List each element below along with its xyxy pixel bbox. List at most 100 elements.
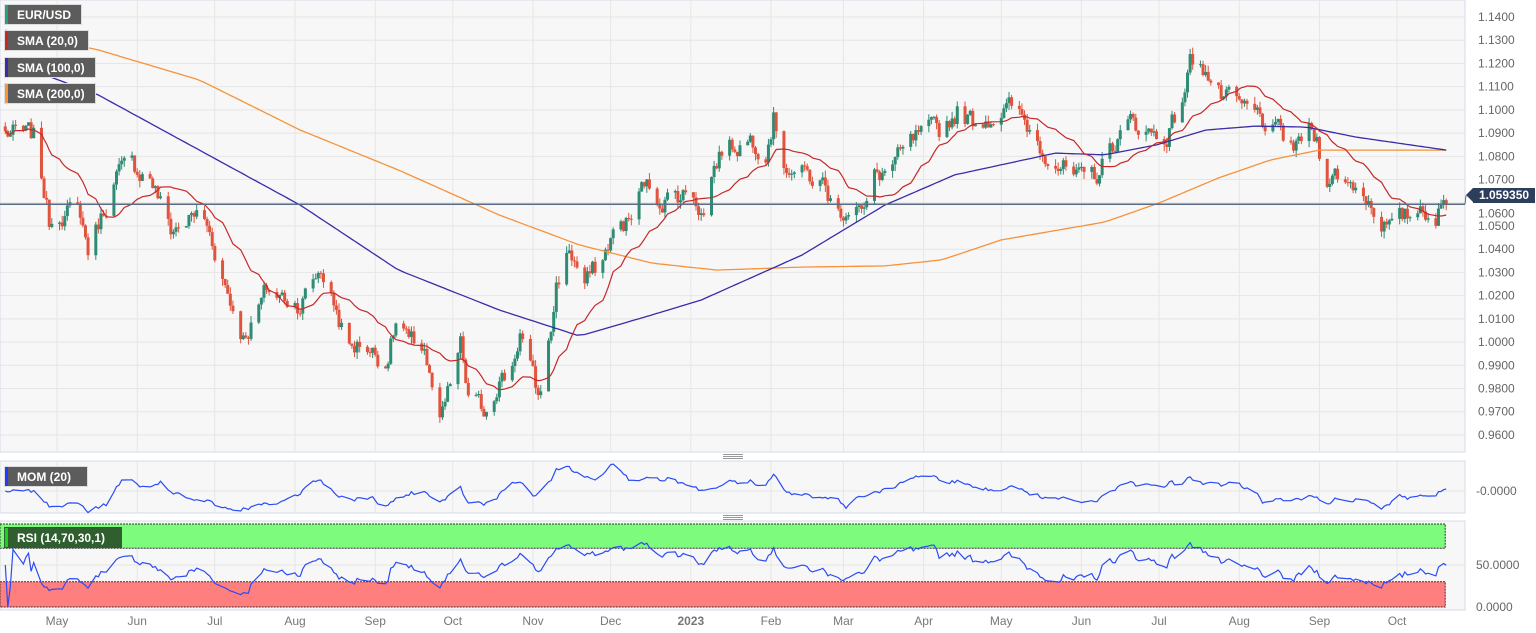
candle-body	[133, 155, 137, 172]
candle-body	[39, 127, 43, 179]
y-tick-label: 1.1100	[1478, 80, 1514, 94]
legend-sma100[interactable]: SMA (100,0)	[4, 57, 96, 78]
candle-body	[953, 118, 957, 124]
candle-body	[790, 173, 794, 175]
candle-body	[311, 279, 315, 289]
candle-body	[552, 311, 556, 332]
y-tick-label: 1.0500	[1478, 219, 1515, 233]
candle-body	[329, 282, 333, 293]
y-tick-label: 1.0600	[1478, 206, 1515, 220]
y-tick-label: 1.0700	[1478, 173, 1515, 187]
candle-body	[774, 112, 778, 132]
candle-body	[456, 352, 460, 385]
y-tick-label: 1.0100	[1478, 312, 1515, 326]
candle-body	[1343, 179, 1347, 183]
candle-body	[190, 213, 194, 215]
candle-body	[891, 164, 895, 171]
candle-body	[611, 229, 615, 239]
candle-body	[1116, 139, 1120, 152]
legend-rsi[interactable]: RSI (14,70,30,1)	[4, 527, 123, 548]
candle-body	[1118, 130, 1122, 140]
candle-body	[684, 190, 688, 193]
x-tick-label: Nov	[522, 614, 543, 628]
candle-body	[1276, 118, 1280, 123]
candle-body	[1434, 218, 1438, 226]
panel-resize-handle[interactable]	[723, 454, 743, 459]
x-tick-label: Jun	[1072, 614, 1091, 628]
legend-sma20[interactable]: SMA (20,0)	[4, 30, 89, 51]
x-tick-label: Jun	[128, 614, 147, 628]
candle-body	[459, 336, 463, 353]
candle-body	[720, 151, 724, 156]
candle-body	[1054, 165, 1058, 169]
candle-body	[593, 261, 597, 273]
legend-color-swatch	[5, 5, 8, 24]
candle-body	[702, 213, 706, 216]
candle-body	[901, 146, 905, 149]
candle-body	[862, 207, 866, 209]
candle-body	[712, 165, 716, 177]
candle-body	[966, 114, 970, 124]
panel-resize-handle[interactable]	[723, 515, 743, 520]
candle-body	[1136, 130, 1140, 135]
candle-body	[192, 213, 196, 217]
candle-body	[386, 363, 390, 369]
candle-body	[883, 170, 887, 173]
candle-body	[1436, 208, 1440, 226]
candle-body	[231, 305, 235, 312]
candle-body	[1188, 54, 1192, 73]
candle-body	[1017, 105, 1021, 109]
candle-body	[1245, 100, 1249, 104]
candle-body	[1217, 82, 1221, 86]
legend-eurusd[interactable]: EUR/USD	[4, 4, 83, 25]
candle-body	[663, 199, 667, 213]
candle-body	[174, 227, 178, 232]
legend-mom[interactable]: MOM (20)	[4, 466, 88, 487]
candle-body	[728, 139, 732, 156]
candle-body	[446, 386, 450, 402]
candle-body	[140, 174, 144, 181]
candle-body	[764, 159, 768, 163]
candle-body	[787, 172, 791, 175]
legend-sma200[interactable]: SMA (200,0)	[4, 83, 96, 104]
candle-body	[1416, 213, 1420, 218]
candle-body	[492, 401, 496, 412]
candle-body	[1064, 160, 1068, 167]
candle-body	[1110, 143, 1114, 152]
candle-body	[792, 172, 796, 174]
candle-body	[697, 206, 701, 215]
rsi-overbought-zone	[0, 523, 1446, 549]
candle-body	[1390, 218, 1394, 221]
candle-body	[1131, 113, 1135, 118]
candle-body	[314, 278, 318, 280]
candle-body	[609, 238, 613, 251]
candle-body	[1297, 136, 1301, 141]
candle-body	[810, 181, 814, 186]
candle-body	[246, 337, 250, 339]
candle-body	[277, 294, 281, 298]
candle-body	[1299, 136, 1303, 142]
candle-body	[803, 165, 807, 167]
legend-color-swatch	[5, 84, 8, 103]
candle-body	[1020, 108, 1024, 115]
candle-body	[1439, 204, 1443, 209]
candle-body	[438, 387, 442, 418]
candle-body	[1364, 196, 1368, 206]
candle-body	[575, 261, 579, 268]
candle-body	[407, 329, 411, 337]
candle-body	[515, 351, 519, 359]
candle-body	[319, 272, 323, 274]
candle-body	[911, 133, 915, 141]
candle-body	[1186, 72, 1190, 93]
candle-body	[425, 348, 429, 366]
candle-body	[981, 124, 985, 128]
candle-body	[32, 127, 36, 139]
candle-body	[844, 216, 848, 221]
candle-body	[510, 366, 514, 381]
x-tick-label: Mar	[833, 614, 854, 628]
candle-body	[148, 174, 152, 179]
candle-body	[591, 261, 595, 274]
candle-body	[11, 124, 15, 135]
legend-label: MOM (20)	[17, 470, 71, 484]
